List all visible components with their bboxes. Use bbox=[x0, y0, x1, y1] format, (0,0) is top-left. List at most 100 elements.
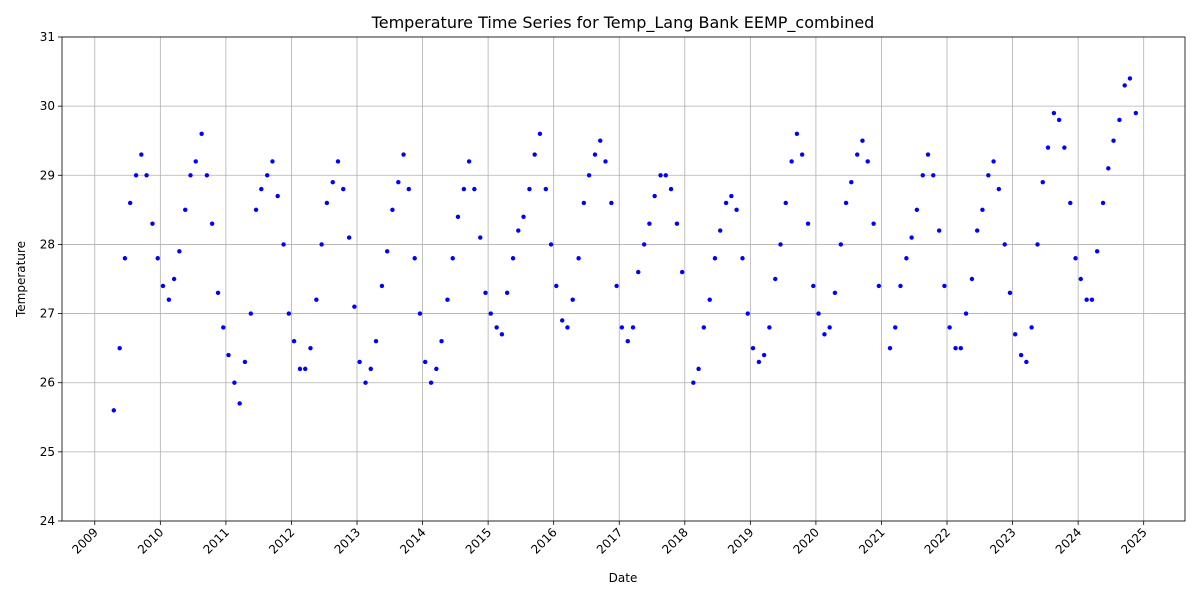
data-point bbox=[537, 131, 543, 136]
data-point bbox=[232, 380, 237, 385]
data-point bbox=[717, 228, 723, 233]
x-tick-label: 2009 bbox=[69, 525, 100, 556]
data-point bbox=[1056, 117, 1062, 123]
data-point bbox=[1002, 242, 1007, 247]
data-point bbox=[1078, 276, 1083, 282]
data-point bbox=[1117, 117, 1122, 123]
data-point bbox=[422, 359, 428, 365]
data-point bbox=[991, 159, 996, 164]
x-tick-label: 2013 bbox=[332, 525, 363, 556]
y-tick-label: 24 bbox=[40, 514, 55, 528]
data-point bbox=[565, 325, 570, 330]
data-point bbox=[887, 345, 893, 351]
data-point bbox=[297, 366, 303, 372]
data-point bbox=[805, 221, 811, 226]
data-point bbox=[504, 290, 510, 296]
data-point bbox=[914, 207, 920, 213]
y-tick-label: 28 bbox=[40, 237, 55, 251]
data-point bbox=[466, 159, 472, 164]
data-point bbox=[767, 325, 772, 330]
data-point bbox=[641, 242, 647, 247]
data-point bbox=[226, 352, 231, 358]
data-point bbox=[838, 242, 844, 247]
data-point bbox=[1018, 352, 1024, 358]
x-axis-label: Date bbox=[609, 571, 638, 585]
data-point bbox=[636, 269, 641, 275]
data-point bbox=[160, 283, 166, 289]
data-point bbox=[986, 173, 991, 178]
data-point bbox=[259, 186, 264, 192]
data-point bbox=[1111, 138, 1116, 143]
data-point bbox=[729, 193, 734, 199]
chart-title: Temperature Time Series for Temp_Lang Ba… bbox=[371, 13, 875, 33]
x-tick-label: 2018 bbox=[659, 525, 690, 556]
data-point bbox=[860, 138, 865, 143]
data-point bbox=[876, 283, 882, 289]
data-point bbox=[171, 276, 177, 282]
data-point bbox=[969, 276, 975, 282]
data-point bbox=[527, 186, 532, 192]
data-point bbox=[898, 283, 903, 289]
data-point bbox=[183, 207, 188, 213]
data-point bbox=[745, 311, 750, 316]
x-tick-label: 2012 bbox=[266, 525, 297, 556]
data-point bbox=[701, 325, 707, 330]
data-point bbox=[417, 311, 423, 316]
data-point bbox=[630, 325, 636, 330]
data-point bbox=[1106, 166, 1111, 171]
data-point bbox=[363, 380, 368, 385]
data-point bbox=[904, 256, 909, 261]
data-point bbox=[816, 311, 821, 316]
data-point bbox=[199, 131, 204, 136]
data-point bbox=[761, 352, 767, 358]
data-point bbox=[434, 366, 439, 372]
x-tick-label: 2011 bbox=[201, 525, 232, 556]
data-point bbox=[789, 159, 794, 164]
data-point bbox=[122, 256, 128, 261]
data-point bbox=[1094, 249, 1100, 254]
data-point bbox=[357, 359, 362, 365]
data-point bbox=[1089, 297, 1095, 302]
data-point bbox=[548, 242, 554, 247]
y-tick-label: 25 bbox=[40, 445, 55, 459]
data-point bbox=[373, 339, 379, 344]
data-point bbox=[843, 200, 849, 206]
data-point bbox=[281, 242, 286, 247]
data-point bbox=[177, 249, 182, 254]
data-point bbox=[428, 380, 434, 385]
data-point bbox=[1062, 145, 1067, 150]
data-point bbox=[668, 186, 674, 192]
data-point bbox=[204, 173, 210, 178]
data-point bbox=[384, 249, 390, 254]
data-point bbox=[248, 311, 254, 316]
data-point bbox=[1122, 83, 1127, 88]
data-point bbox=[1024, 359, 1029, 365]
data-point bbox=[707, 297, 712, 302]
data-point bbox=[445, 297, 450, 302]
data-point bbox=[658, 173, 663, 178]
data-point bbox=[652, 193, 657, 199]
data-point bbox=[723, 200, 729, 206]
data-point bbox=[958, 345, 963, 351]
x-tick-label: 2020 bbox=[791, 525, 822, 556]
data-point bbox=[314, 297, 319, 302]
x-tick-label: 2025 bbox=[1118, 525, 1149, 556]
data-point bbox=[1133, 110, 1139, 116]
data-point bbox=[865, 159, 870, 164]
data-point bbox=[472, 186, 477, 192]
data-point bbox=[166, 297, 172, 302]
data-point bbox=[679, 269, 685, 275]
x-tick-label: 2010 bbox=[135, 525, 166, 556]
data-point bbox=[614, 283, 619, 289]
data-point bbox=[712, 256, 718, 261]
data-point bbox=[750, 345, 756, 351]
data-point bbox=[396, 180, 401, 185]
data-point bbox=[237, 401, 242, 406]
data-point bbox=[412, 256, 417, 261]
data-point bbox=[188, 173, 193, 178]
x-tick-label: 2019 bbox=[725, 525, 756, 556]
data-point bbox=[936, 228, 942, 233]
data-point bbox=[117, 345, 122, 351]
data-point bbox=[368, 366, 373, 372]
